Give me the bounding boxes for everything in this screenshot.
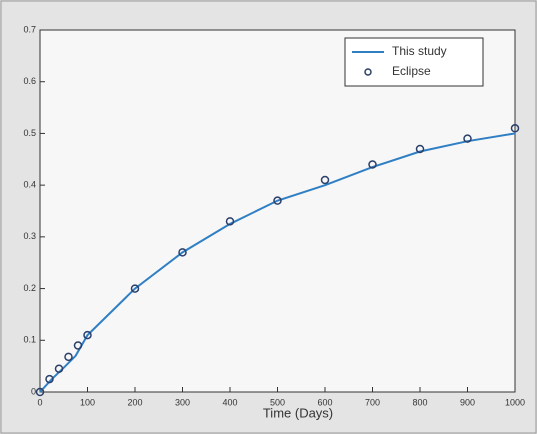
legend-swatch <box>364 68 372 76</box>
legend: This study Eclipse <box>344 37 484 87</box>
x-tick-label: 600 <box>317 397 332 407</box>
x-tick-label: 400 <box>222 397 237 407</box>
y-tick-label: 0.4 <box>23 180 36 190</box>
y-tick-label: 0.1 <box>23 335 36 345</box>
point <box>510 124 520 133</box>
legend-box <box>344 37 484 87</box>
point <box>54 364 64 373</box>
x-tick-label: 0 <box>37 397 42 407</box>
y-tick-label: 0.5 <box>23 128 36 138</box>
point <box>463 134 472 143</box>
y-tick-label: 0.6 <box>23 76 36 86</box>
point <box>83 330 92 340</box>
point <box>273 196 282 205</box>
point <box>178 248 187 257</box>
point <box>45 374 54 384</box>
point <box>130 284 140 293</box>
x-tick-label: 800 <box>412 397 427 407</box>
x-tick-label: 200 <box>127 397 142 407</box>
y-tick-label: 0.7 <box>23 24 36 34</box>
x-tick-label: 500 <box>270 397 285 407</box>
y-tick-label: 0.2 <box>23 283 36 293</box>
point <box>368 160 377 169</box>
point <box>64 352 73 362</box>
x-tick-label: 900 <box>460 397 475 407</box>
line <box>39 132 516 393</box>
x-tick-label: 300 <box>175 397 190 407</box>
point <box>73 341 83 350</box>
legend-label: Eclipse <box>392 64 431 78</box>
x-axis-label: Time (Days) <box>263 405 333 420</box>
legend-label: This study <box>392 44 447 58</box>
x-tick-label: 100 <box>80 397 95 407</box>
point <box>415 144 425 154</box>
x-tick-label: 700 <box>365 397 380 407</box>
plot-area <box>39 29 516 393</box>
point <box>35 387 45 397</box>
point <box>225 217 235 226</box>
x-tick-label: 1000 <box>505 397 525 407</box>
y-tick-label: 0.3 <box>23 231 36 241</box>
point <box>320 175 330 185</box>
y-tick-label: 0 <box>31 386 36 396</box>
